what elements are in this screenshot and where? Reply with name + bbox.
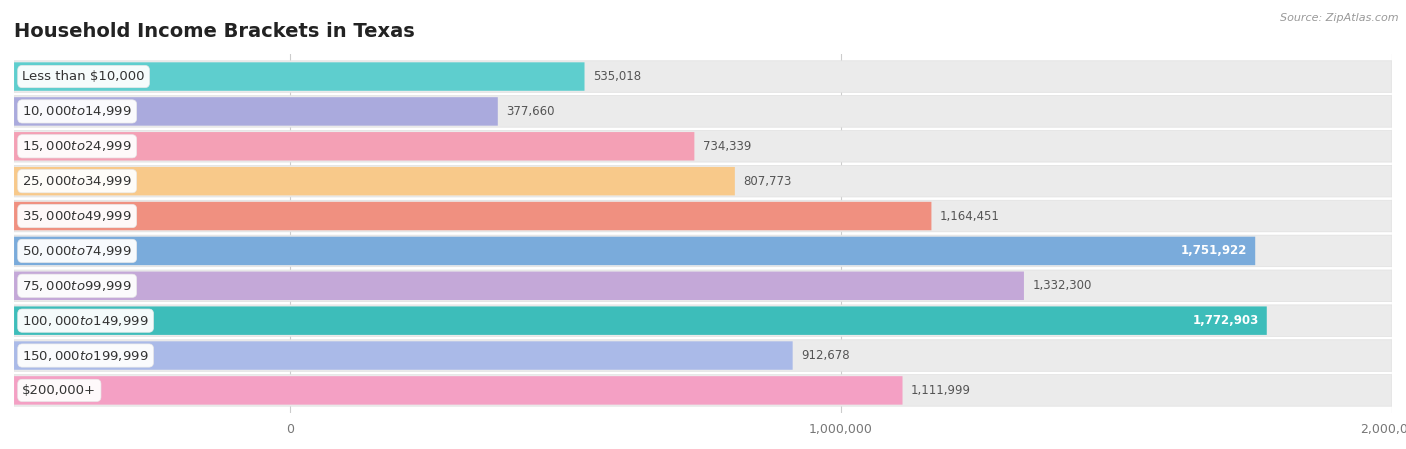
FancyBboxPatch shape xyxy=(14,167,735,195)
Text: $75,000 to $99,999: $75,000 to $99,999 xyxy=(22,279,132,293)
Text: $200,000+: $200,000+ xyxy=(22,384,97,397)
FancyBboxPatch shape xyxy=(14,202,931,230)
FancyBboxPatch shape xyxy=(14,96,1392,127)
FancyBboxPatch shape xyxy=(14,270,1392,302)
FancyBboxPatch shape xyxy=(14,165,1392,197)
Text: $10,000 to $14,999: $10,000 to $14,999 xyxy=(22,105,132,119)
Text: 535,018: 535,018 xyxy=(593,70,641,83)
FancyBboxPatch shape xyxy=(14,97,498,126)
Text: 1,332,300: 1,332,300 xyxy=(1032,279,1091,292)
Text: 807,773: 807,773 xyxy=(744,175,792,188)
Text: 1,751,922: 1,751,922 xyxy=(1181,244,1247,257)
FancyBboxPatch shape xyxy=(14,62,585,91)
Text: 734,339: 734,339 xyxy=(703,140,751,153)
Text: Household Income Brackets in Texas: Household Income Brackets in Texas xyxy=(14,22,415,41)
Text: Source: ZipAtlas.com: Source: ZipAtlas.com xyxy=(1281,13,1399,23)
FancyBboxPatch shape xyxy=(14,305,1392,336)
FancyBboxPatch shape xyxy=(14,132,695,161)
FancyBboxPatch shape xyxy=(14,237,1256,265)
Text: Less than $10,000: Less than $10,000 xyxy=(22,70,145,83)
Text: 1,164,451: 1,164,451 xyxy=(939,210,1000,223)
FancyBboxPatch shape xyxy=(14,61,1392,92)
FancyBboxPatch shape xyxy=(14,341,793,370)
FancyBboxPatch shape xyxy=(14,235,1392,267)
Text: 377,660: 377,660 xyxy=(506,105,554,118)
FancyBboxPatch shape xyxy=(14,374,1392,406)
Text: $150,000 to $199,999: $150,000 to $199,999 xyxy=(22,348,149,362)
Text: $25,000 to $34,999: $25,000 to $34,999 xyxy=(22,174,132,188)
FancyBboxPatch shape xyxy=(14,340,1392,371)
Text: 1,111,999: 1,111,999 xyxy=(911,384,970,397)
FancyBboxPatch shape xyxy=(14,131,1392,162)
Text: 912,678: 912,678 xyxy=(801,349,849,362)
FancyBboxPatch shape xyxy=(14,272,1024,300)
FancyBboxPatch shape xyxy=(14,376,903,405)
Text: $50,000 to $74,999: $50,000 to $74,999 xyxy=(22,244,132,258)
Text: $35,000 to $49,999: $35,000 to $49,999 xyxy=(22,209,132,223)
FancyBboxPatch shape xyxy=(14,306,1267,335)
Text: 1,772,903: 1,772,903 xyxy=(1192,314,1258,327)
Text: $15,000 to $24,999: $15,000 to $24,999 xyxy=(22,139,132,153)
Text: $100,000 to $149,999: $100,000 to $149,999 xyxy=(22,314,149,328)
FancyBboxPatch shape xyxy=(14,200,1392,232)
